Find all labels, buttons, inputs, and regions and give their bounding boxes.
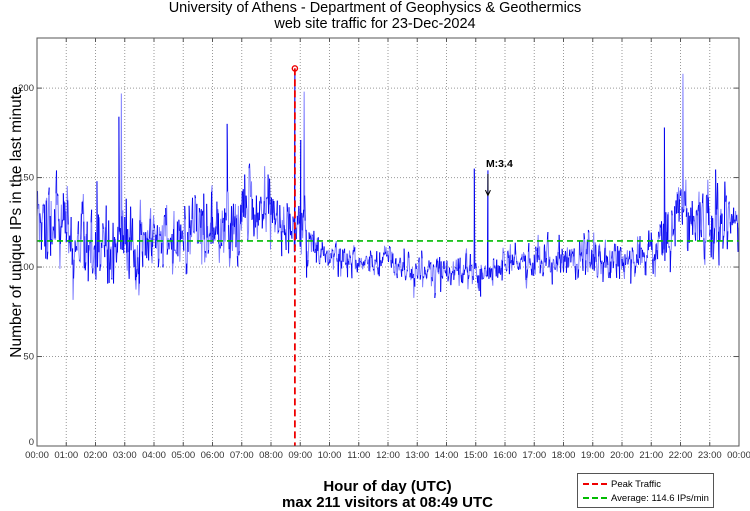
x-tick-label: 02:00 xyxy=(84,450,108,461)
peak-marker xyxy=(291,65,299,72)
x-tick-label: 00:00 xyxy=(727,450,750,461)
x-tick-label: 05:00 xyxy=(171,450,195,461)
traffic-chart: 00:00 01:00 02:00 03:00 04:00 05:00 06:00 07:00… xyxy=(18,37,750,461)
x-tick-label: 23:00 xyxy=(698,450,722,461)
legend: Peak Traffic Average: 114.6 IPs/min xyxy=(577,473,714,508)
x-tick-label: 06:00 xyxy=(201,450,225,461)
x-tick-label: 16:00 xyxy=(493,450,517,461)
legend-item-peak: Peak Traffic xyxy=(583,477,661,491)
x-tick-label: 13:00 xyxy=(405,450,429,461)
y-axis-label: Number of unique IPs in the last minute xyxy=(8,86,25,358)
x-tick-label: 22:00 xyxy=(669,450,693,461)
max-visitors-text: max 211 visitors at 08:49 UTC xyxy=(282,494,493,511)
x-tick-label: 17:00 xyxy=(522,450,546,461)
x-tick-label: 20:00 xyxy=(610,450,634,461)
x-tick-label: 09:00 xyxy=(288,450,312,461)
y-tick-label: 200 xyxy=(18,83,34,94)
x-tick-label: 10:00 xyxy=(318,450,342,461)
legend-item-average: Average: 114.6 IPs/min xyxy=(583,491,709,505)
traffic-series xyxy=(36,68,740,300)
x-tick-label: 01:00 xyxy=(54,450,78,461)
x-tick-label: 14:00 xyxy=(435,450,459,461)
axes xyxy=(36,37,740,447)
legend-average-swatch xyxy=(583,497,607,499)
chart-title-line2: web site traffic for 23-Dec-2024 xyxy=(274,16,476,32)
x-tick-label: 08:00 xyxy=(259,450,283,461)
x-tick-label: 04:00 xyxy=(142,450,166,461)
x-tick-label: 07:00 xyxy=(230,450,254,461)
plot-frame xyxy=(36,37,740,447)
x-tick-label: 15:00 xyxy=(464,450,488,461)
x-tick-label: 11:00 xyxy=(347,450,370,461)
chart-title-line1: University of Athens - Department of Geo… xyxy=(168,0,582,16)
x-tick-label: 00:00 xyxy=(25,450,49,461)
grid-lines xyxy=(37,38,739,446)
legend-peak-swatch xyxy=(583,483,607,485)
tick-labels: 00:00 01:00 02:00 03:00 04:00 05:00 06:00 07:00… xyxy=(18,83,750,461)
annotation-arrow-head xyxy=(484,189,491,197)
x-axis-label: Hour of day (UTC) xyxy=(323,478,452,495)
series-line-light xyxy=(36,68,740,300)
annotation-group: M:3.4 xyxy=(484,158,513,197)
legend-average-label: Average: 114.6 IPs/min xyxy=(611,492,709,504)
x-tick-label: 12:00 xyxy=(376,450,400,461)
annotation-label: M:3.4 xyxy=(486,158,513,170)
x-tick-label: 21:00 xyxy=(639,450,663,461)
x-tick-label: 03:00 xyxy=(113,450,137,461)
legend-peak-label: Peak Traffic xyxy=(611,478,661,490)
peak-line-group xyxy=(291,65,299,446)
y-tick-label: 150 xyxy=(18,173,34,184)
y-tick-label: 50 xyxy=(23,352,34,363)
y-tick-label: 100 xyxy=(18,262,34,273)
x-tick-label: 18:00 xyxy=(552,450,576,461)
x-tick-label: 19:00 xyxy=(581,450,605,461)
y-tick-label: 0 xyxy=(29,437,34,448)
